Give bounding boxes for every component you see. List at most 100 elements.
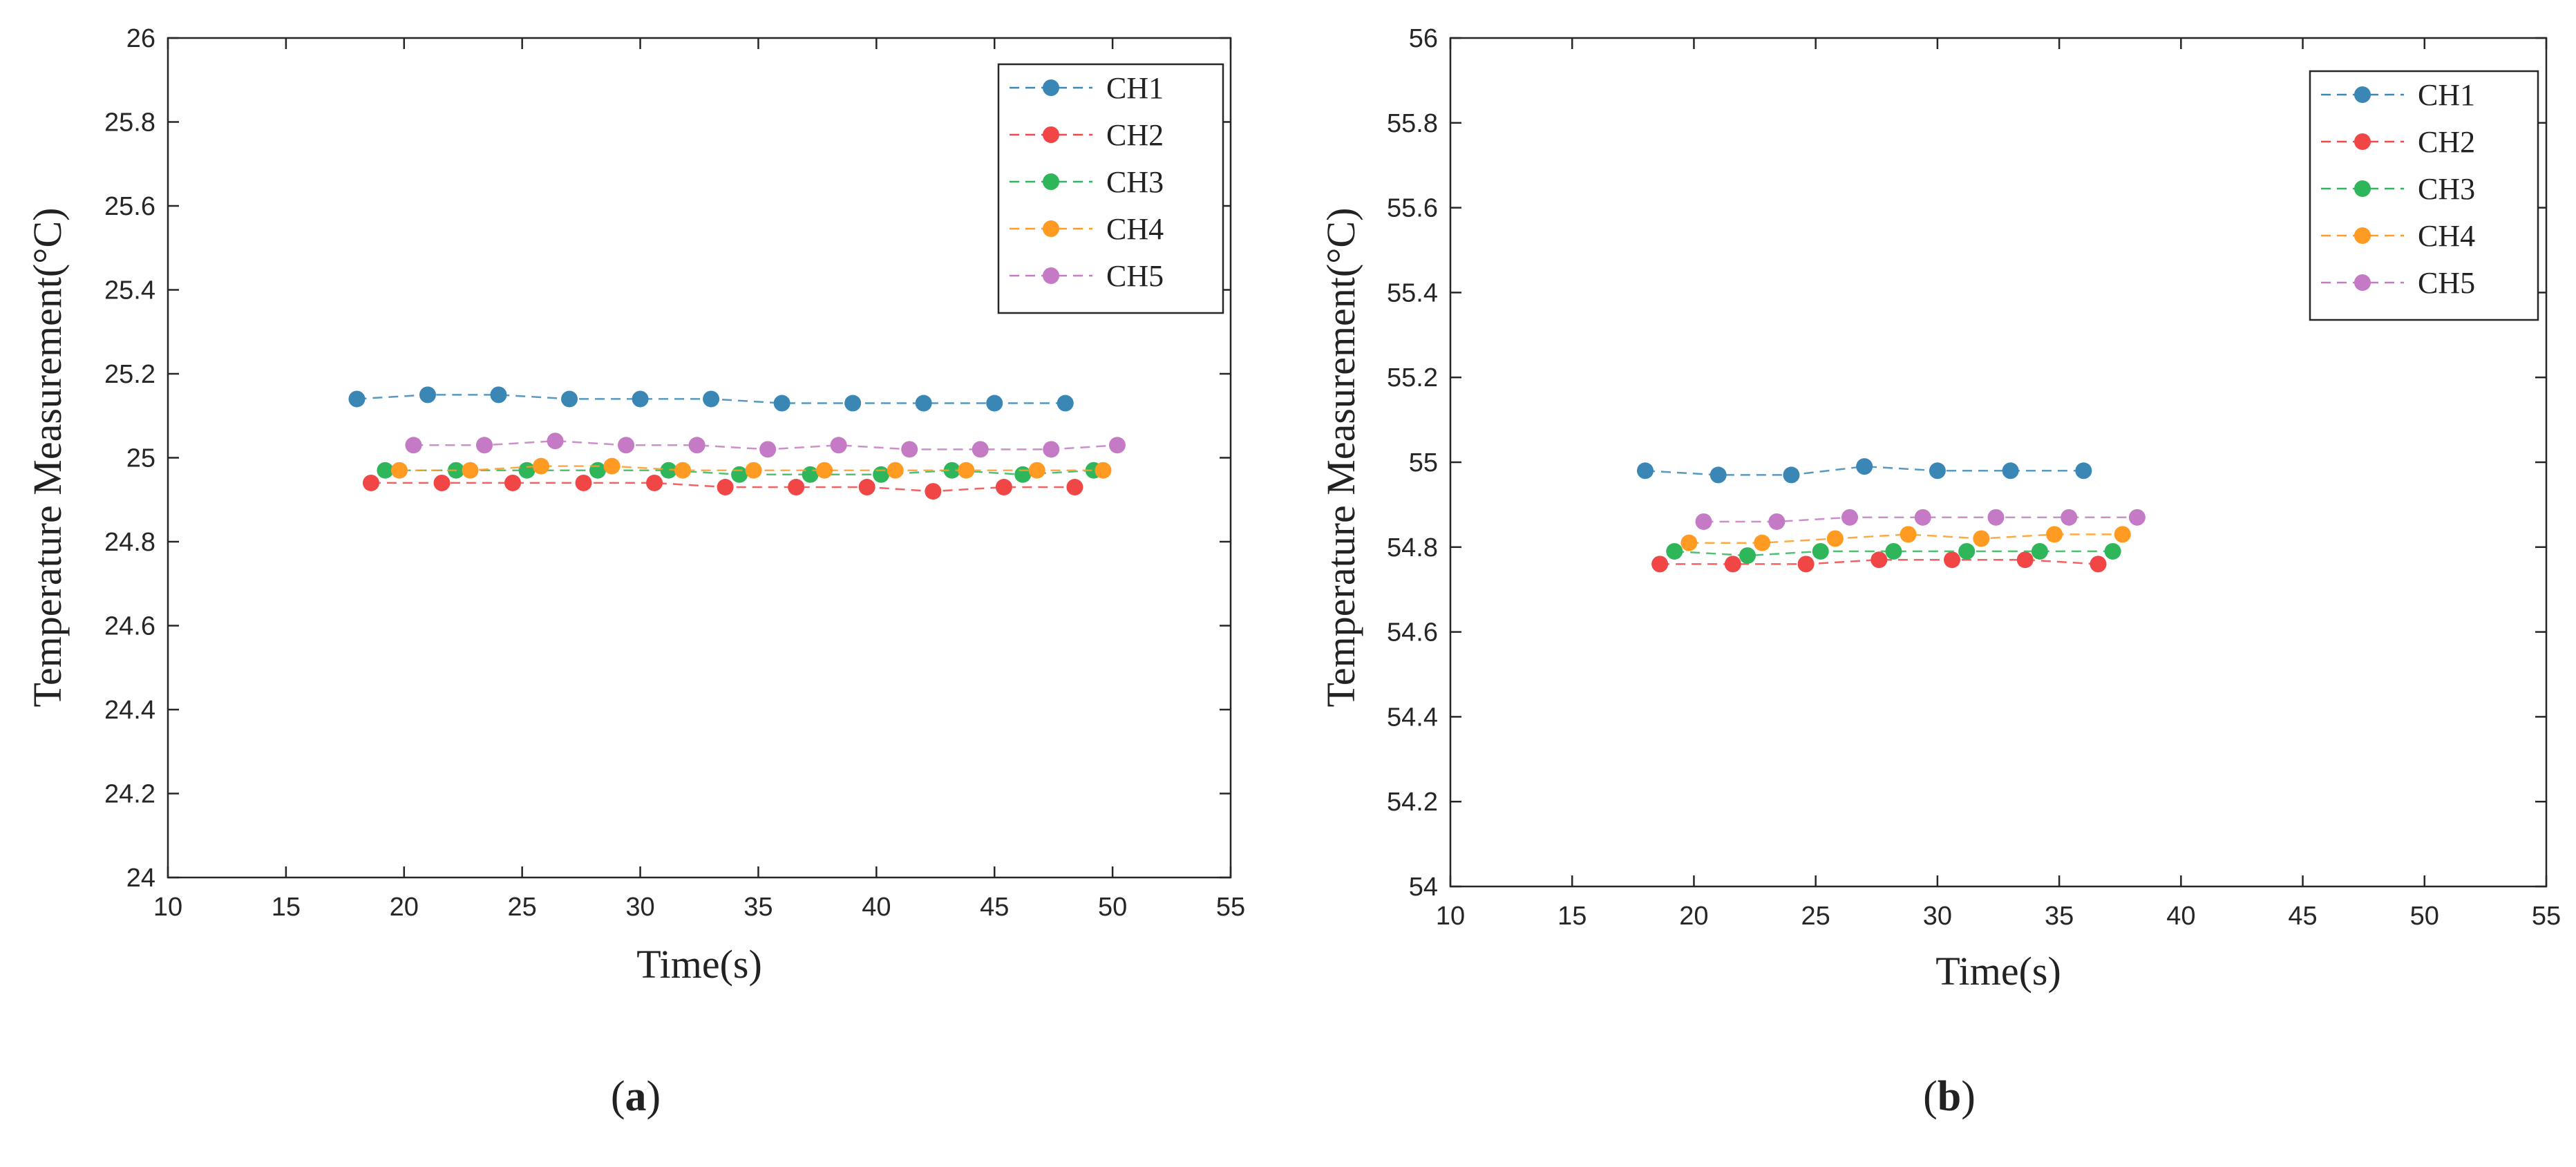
chart-a-series-ch5-point-6 xyxy=(830,437,847,454)
chart-b-legend-ch3-label: CH3 xyxy=(2418,172,2475,206)
chart-a-x-tick-label-9: 55 xyxy=(1216,893,1245,922)
chart-b-x-tick-label-3: 25 xyxy=(1801,902,1830,931)
chart-a-series-ch1-point-0 xyxy=(348,390,366,408)
chart-a-series-ch5-point-9 xyxy=(1043,441,1060,458)
chart-a-series-ch1-point-5 xyxy=(703,390,720,408)
chart-a-x-tick-label-7: 45 xyxy=(980,893,1009,922)
chart-b-series-ch1-point-0 xyxy=(1636,462,1654,480)
chart-a-series-ch1-point-10 xyxy=(1057,395,1074,412)
chart-a-y-tick-label-2: 24.4 xyxy=(104,696,155,725)
chart-a-series-ch2-point-10 xyxy=(1066,479,1083,496)
chart-a-series-ch4-point-1 xyxy=(462,462,479,479)
chart-b-x-tick-label-0: 10 xyxy=(1436,902,1465,931)
chart-a-y-tick-label-0: 24 xyxy=(126,864,155,893)
chart-b-series-ch1-point-4 xyxy=(1929,462,1946,480)
chart-a-y-tick-label-6: 25.2 xyxy=(104,360,155,389)
chart-a-series-ch4-point-7 xyxy=(887,462,904,479)
chart-a-series-ch5-point-0 xyxy=(405,437,422,454)
chart-a-x-tick-label-3: 25 xyxy=(508,893,537,922)
chart-b-y-tick-label-9: 55.8 xyxy=(1387,109,1438,138)
chart-a-legend-box xyxy=(997,63,1224,314)
chart-a-series-ch5-point-3 xyxy=(618,437,635,454)
chart-a-legend-ch1-label: CH1 xyxy=(1106,71,1164,105)
chart-a-series-ch3-point-3 xyxy=(589,462,607,479)
chart-a-series-ch1-point-3 xyxy=(561,390,578,408)
chart-a-y-tick-label-5: 25 xyxy=(126,444,155,473)
chart-b-y-tick-label-6: 55.2 xyxy=(1387,363,1438,392)
chart-b-series-ch2-point-5 xyxy=(2016,551,2034,569)
chart-b-legend-ch2-label: CH2 xyxy=(2418,125,2475,159)
chart-b-series-ch5-point-6 xyxy=(2128,509,2146,526)
chart-b-series-ch4-point-0 xyxy=(1680,534,1698,551)
chart-a-x-tick-label-1: 15 xyxy=(272,893,301,922)
chart-b-x-tick-label-7: 45 xyxy=(2288,902,2317,931)
chart-b-x-tick-label-1: 15 xyxy=(1557,902,1587,931)
chart-b-series-ch2-point-0 xyxy=(1651,556,1669,573)
chart-b-series-ch3-point-5 xyxy=(2031,542,2048,560)
chart-b-series-ch3-point-3 xyxy=(1885,542,1902,560)
chart-a-series-ch1-point-1 xyxy=(419,386,436,404)
chart-b-legend-ch5-label: CH5 xyxy=(2418,266,2475,300)
chart-a-x-tick-label-2: 20 xyxy=(390,893,419,922)
chart-b-y-tick-label-4: 54.8 xyxy=(1387,533,1438,562)
chart-a-series-ch5-point-4 xyxy=(688,437,705,454)
chart-a-series-ch5-point-10 xyxy=(1108,437,1126,454)
chart-a-series-ch1-point-2 xyxy=(490,386,507,404)
chart-a-series-ch5-point-2 xyxy=(547,433,564,450)
chart-a-series-ch3-point-2 xyxy=(518,462,536,479)
chart-b-legend-ch4-label: CH4 xyxy=(2418,219,2475,253)
chart-a-series-ch4-point-6 xyxy=(816,462,833,479)
chart-b-legend-ch1-label: CH1 xyxy=(2418,78,2475,112)
chart-b-series-ch4-point-1 xyxy=(1754,534,1771,551)
chart-a-y-tick-label-8: 25.6 xyxy=(104,192,155,221)
chart-a-x-tick-label-5: 35 xyxy=(744,893,773,922)
chart-a-x-tick-label-0: 10 xyxy=(153,893,182,922)
chart-b-x-tick-label-5: 35 xyxy=(2045,902,2074,931)
chart-a-series-ch2-point-6 xyxy=(788,479,805,496)
chart-b-series-ch1-point-5 xyxy=(2002,462,2019,480)
chart-a-series-ch4-point-8 xyxy=(958,462,975,479)
chart-a-y-axis-title: Temperature Measurement(°C) xyxy=(25,208,70,708)
chart-a-legend-ch4-label: CH4 xyxy=(1106,212,1164,246)
chart-b-series-ch2-point-1 xyxy=(1724,556,1741,573)
chart-b-y-tick-label-5: 55 xyxy=(1409,448,1438,477)
chart-b-series-ch4-point-6 xyxy=(2114,526,2131,543)
chart-b-legend-ch4-swatch-marker xyxy=(2354,227,2371,244)
chart-b-series-ch1-point-3 xyxy=(1856,458,1873,475)
chart-a-series-ch4-point-0 xyxy=(390,462,408,479)
chart-a-series-ch1-point-8 xyxy=(915,395,932,412)
chart-a-y-tick-label-10: 26 xyxy=(126,24,155,53)
chart-a-series-ch2-point-1 xyxy=(433,474,451,491)
chart-a-y-tick-label-9: 25.8 xyxy=(104,108,155,137)
chart-b-series-ch2-point-2 xyxy=(1797,556,1815,573)
chart-b-y-tick-label-10: 56 xyxy=(1409,24,1438,53)
chart-b-series-ch5-point-2 xyxy=(1841,509,1859,526)
chart-a-series-ch3-point-8 xyxy=(943,462,960,479)
chart-a-y-tick-label-4: 24.8 xyxy=(104,528,155,557)
chart-b-series-ch4-point-2 xyxy=(1826,530,1844,547)
chart-a-x-tick-label-6: 40 xyxy=(862,893,891,922)
chart-b-x-tick-label-9: 55 xyxy=(2532,902,2561,931)
chart-a-legend-ch1-swatch-marker xyxy=(1043,79,1059,96)
chart-a-series-ch5-point-1 xyxy=(475,437,493,454)
chart-panel-b: 10 15 20 25 30 35 40 45 50 55 54 54.2 54.4 54.6 54.8 55… xyxy=(1318,24,2561,994)
caption-b: (b) xyxy=(1923,1073,1976,1120)
chart-a-series-ch3-point-0 xyxy=(377,462,394,479)
chart-a-series-ch4-point-9 xyxy=(1028,462,1045,479)
chart-a-series-ch2-point-2 xyxy=(504,474,521,491)
chart-a-legend-ch2-label: CH2 xyxy=(1106,118,1164,152)
chart-a-series-ch2-point-7 xyxy=(858,479,875,496)
chart-b-series-ch5-point-3 xyxy=(1914,509,1931,526)
chart-b-series-ch2-point-6 xyxy=(2090,556,2107,573)
chart-a-series-ch3-point-5 xyxy=(731,466,748,483)
chart-b-x-tick-label-4: 30 xyxy=(1923,902,1952,931)
chart-b-legend-ch5-swatch-marker xyxy=(2354,274,2371,291)
caption-b-letter: b xyxy=(1938,1073,1961,1120)
chart-a-series-ch4-point-3 xyxy=(603,457,621,475)
chart-b-y-tick-label-0: 54 xyxy=(1409,873,1438,902)
chart-b-series-ch3-point-1 xyxy=(1739,547,1756,564)
chart-b-x-tick-label-6: 40 xyxy=(2166,902,2195,931)
chart-a-legend-ch5-swatch-marker xyxy=(1043,267,1059,284)
